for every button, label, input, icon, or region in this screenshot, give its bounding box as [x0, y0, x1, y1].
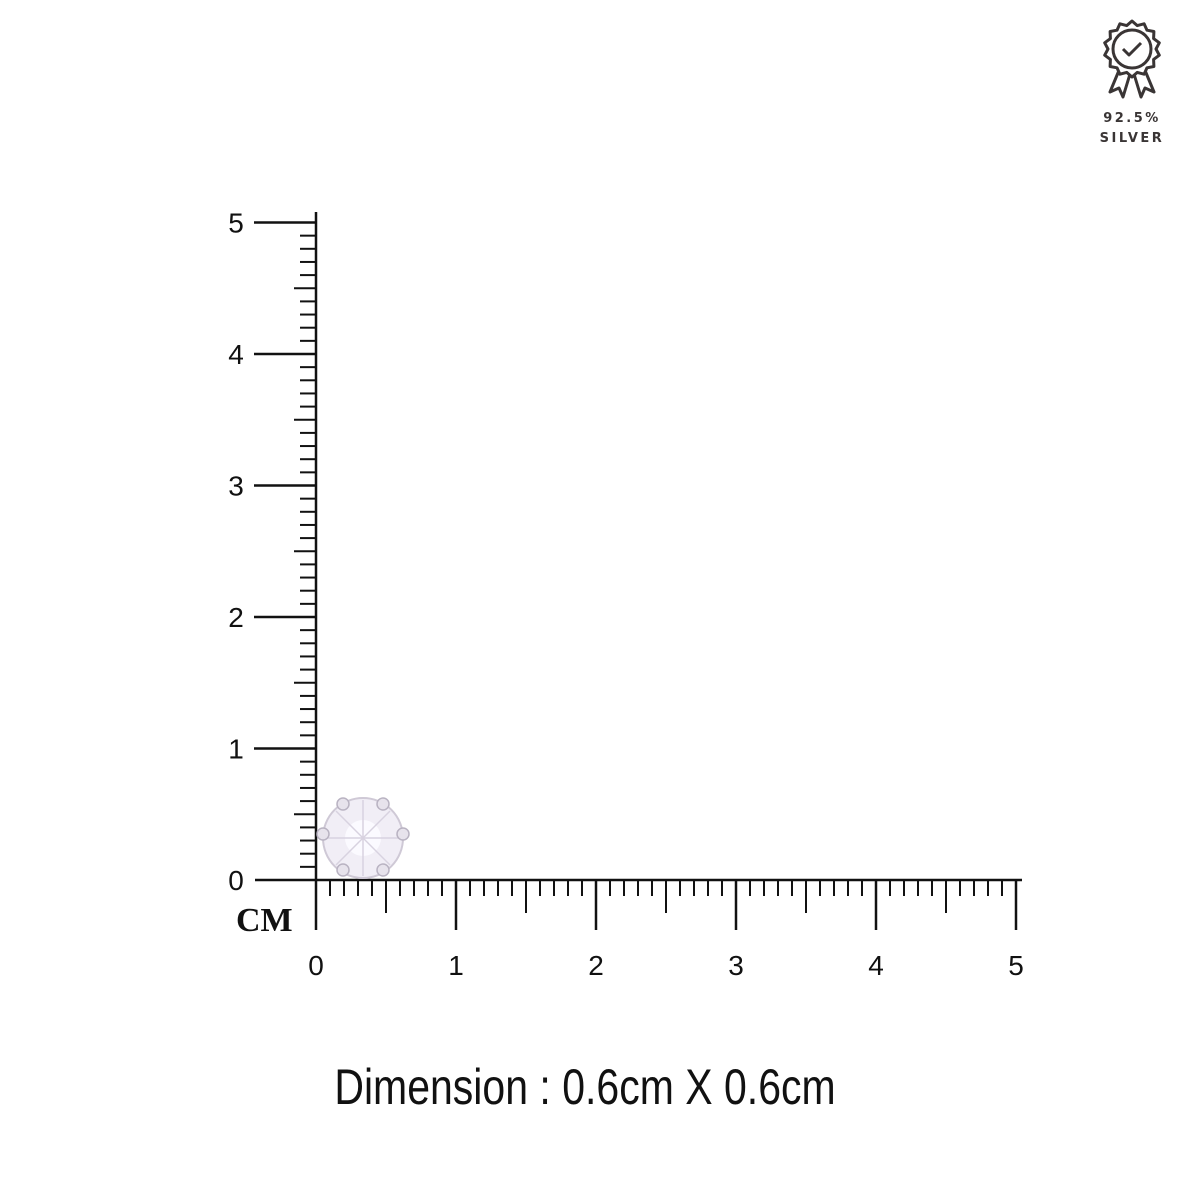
y-tick-label: 2 [228, 602, 244, 633]
x-tick-label: 3 [728, 950, 744, 981]
dimension-value: 0.6cm X 0.6cm [562, 1059, 836, 1115]
y-tick-label: 0 [228, 865, 244, 896]
y-tick-label: 1 [228, 734, 244, 765]
x-tick-label: 4 [868, 950, 884, 981]
x-tick-label: 1 [448, 950, 464, 981]
metal-text: SILVER [1099, 131, 1165, 146]
x-tick-label: 0 [308, 950, 324, 981]
x-tick-label: 2 [588, 950, 604, 981]
purity-text: 92.5% [1103, 111, 1161, 126]
y-tick-label: 4 [228, 339, 244, 370]
silver-purity-badge: 92.5% SILVER [1080, 14, 1184, 149]
x-tick-label: 5 [1008, 950, 1024, 981]
y-tick-label: 3 [228, 471, 244, 502]
six-prong-round-stone-icon [316, 797, 410, 879]
unit-label: CM [236, 902, 293, 939]
dimension-caption: Dimension : 0.6cm X 0.6cm [105, 1058, 1064, 1116]
y-tick-label: 5 [228, 208, 244, 239]
dimension-label: Dimension : [334, 1059, 551, 1115]
award-ribbon-check-icon [1103, 19, 1161, 99]
